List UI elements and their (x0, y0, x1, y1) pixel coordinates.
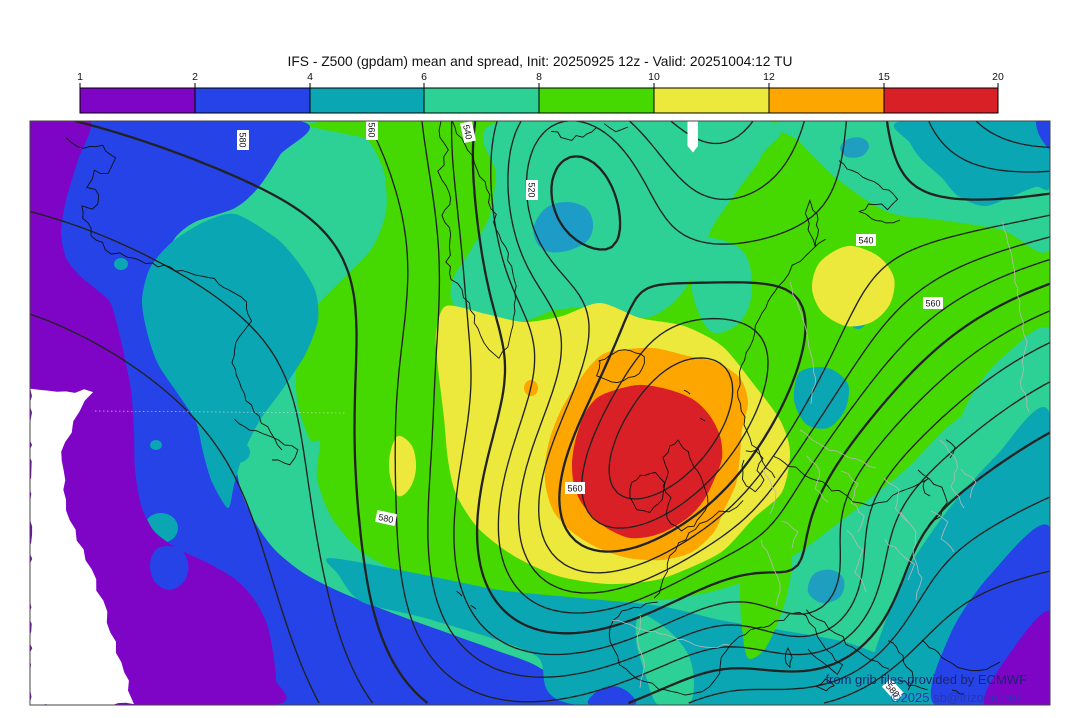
svg-text:8: 8 (536, 71, 542, 83)
svg-text:15: 15 (878, 71, 890, 83)
svg-text:IFS - Z500 (gpdam) mean and sp: IFS - Z500 (gpdam) mean and spread, Init… (288, 54, 793, 69)
svg-text:580: 580 (238, 132, 248, 147)
svg-text:560: 560 (567, 484, 582, 494)
svg-text:from grib files provided by EC: from grib files provided by ECMWF (825, 672, 1027, 687)
svg-text:©2025 sb@irizone.net: ©2025 sb@irizone.net (891, 690, 1020, 705)
svg-text:12: 12 (763, 71, 775, 83)
svg-text:580: 580 (378, 512, 395, 525)
svg-text:2: 2 (192, 71, 198, 83)
svg-text:1: 1 (77, 71, 83, 83)
svg-text:4: 4 (307, 71, 313, 83)
svg-text:520: 520 (527, 182, 537, 197)
svg-text:6: 6 (421, 71, 427, 83)
svg-text:540: 540 (858, 236, 873, 246)
svg-text:540: 540 (461, 124, 474, 141)
svg-text:10: 10 (648, 71, 660, 83)
svg-text:20: 20 (992, 71, 1004, 83)
svg-text:560: 560 (367, 122, 377, 137)
svg-text:560: 560 (925, 299, 940, 309)
